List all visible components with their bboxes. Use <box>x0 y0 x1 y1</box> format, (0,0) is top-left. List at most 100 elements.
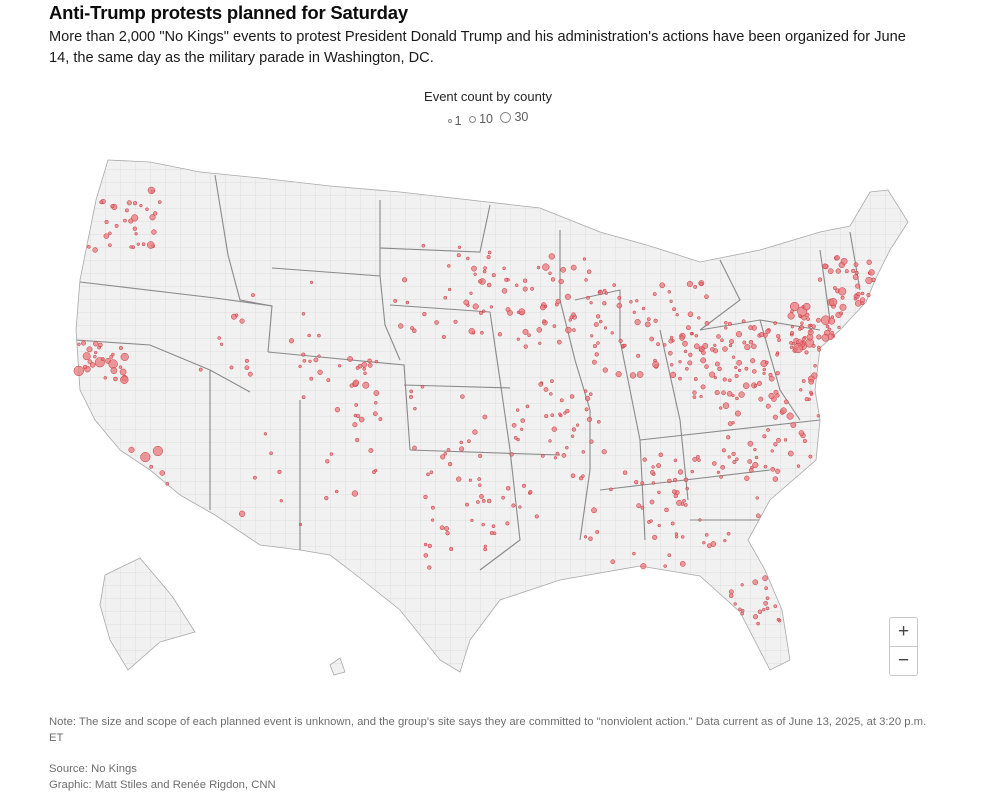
event-dot[interactable] <box>837 325 841 330</box>
event-dot[interactable] <box>656 342 661 347</box>
event-dot[interactable] <box>609 487 613 492</box>
event-dot[interactable] <box>802 438 807 444</box>
event-dot[interactable] <box>692 390 697 395</box>
event-dot[interactable] <box>709 371 716 378</box>
event-dot[interactable] <box>789 345 794 350</box>
event-dot[interactable] <box>518 505 522 509</box>
event-dot[interactable] <box>806 317 810 321</box>
event-dot[interactable] <box>617 295 622 300</box>
event-dot[interactable] <box>469 291 473 295</box>
event-dot[interactable] <box>868 269 875 276</box>
event-dot[interactable] <box>548 439 552 443</box>
event-dot[interactable] <box>536 265 541 270</box>
event-dot[interactable] <box>522 278 528 283</box>
event-dot[interactable] <box>667 553 672 558</box>
event-dot[interactable] <box>349 383 354 388</box>
event-dot[interactable] <box>555 298 561 304</box>
event-dot[interactable] <box>752 614 759 620</box>
event-dot[interactable] <box>667 350 673 356</box>
event-dot[interactable] <box>549 379 554 384</box>
event-dot[interactable] <box>832 286 837 291</box>
event-dot[interactable] <box>798 430 805 436</box>
event-dot[interactable] <box>860 291 865 296</box>
event-dot[interactable] <box>466 256 470 261</box>
event-dot[interactable] <box>602 301 607 306</box>
event-dot[interactable] <box>301 395 306 400</box>
event-dot[interactable] <box>678 376 682 381</box>
event-dot[interactable] <box>93 354 97 359</box>
event-dot[interactable] <box>427 543 432 549</box>
event-dot[interactable] <box>443 452 448 456</box>
event-dot[interactable] <box>669 335 674 340</box>
event-dot[interactable] <box>757 609 763 615</box>
event-dot[interactable] <box>704 294 709 300</box>
event-dot[interactable] <box>686 280 693 288</box>
event-dot[interactable] <box>467 439 471 444</box>
event-dot[interactable] <box>790 309 794 314</box>
event-dot[interactable] <box>486 255 491 260</box>
event-dot[interactable] <box>361 361 368 368</box>
event-dot[interactable] <box>457 245 462 249</box>
event-dot[interactable] <box>674 532 679 536</box>
event-dot[interactable] <box>775 371 780 376</box>
event-dot[interactable] <box>678 360 682 364</box>
event-dot[interactable] <box>542 319 547 324</box>
event-dot[interactable] <box>748 325 753 330</box>
event-dot[interactable] <box>733 602 737 606</box>
event-dot[interactable] <box>853 262 859 267</box>
event-dot[interactable] <box>483 266 487 270</box>
event-dot[interactable] <box>552 324 557 328</box>
event-dot[interactable] <box>756 380 763 386</box>
event-dot[interactable] <box>591 359 597 365</box>
event-dot[interactable] <box>247 371 253 377</box>
event-dot[interactable] <box>669 371 677 379</box>
event-dot[interactable] <box>134 232 138 236</box>
event-dot[interactable] <box>731 421 735 425</box>
event-dot[interactable] <box>634 480 639 485</box>
event-dot[interactable] <box>674 534 679 539</box>
event-dot[interactable] <box>555 451 560 456</box>
event-dot[interactable] <box>92 247 98 253</box>
event-dot[interactable] <box>553 456 558 460</box>
event-dot[interactable] <box>588 536 593 541</box>
event-dot[interactable] <box>699 281 704 287</box>
event-dot[interactable] <box>851 268 856 274</box>
event-dot[interactable] <box>497 332 503 337</box>
event-dot[interactable] <box>685 486 689 491</box>
event-dot[interactable] <box>789 341 793 345</box>
event-dot[interactable] <box>423 553 429 558</box>
event-dot[interactable] <box>409 389 414 394</box>
event-dot[interactable] <box>570 473 576 478</box>
event-dot[interactable] <box>334 407 341 413</box>
event-dot[interactable] <box>635 299 639 303</box>
event-dot[interactable] <box>263 432 268 436</box>
event-dot[interactable] <box>502 266 506 271</box>
event-dot[interactable] <box>591 507 597 514</box>
event-dot[interactable] <box>776 437 781 443</box>
event-dot[interactable] <box>732 459 737 465</box>
event-dot[interactable] <box>586 295 590 300</box>
event-dot[interactable] <box>615 371 622 378</box>
event-dot[interactable] <box>727 455 731 459</box>
event-dot[interactable] <box>477 477 482 481</box>
event-dot[interactable] <box>828 317 836 325</box>
event-dot[interactable] <box>131 214 139 222</box>
event-dot[interactable] <box>677 469 684 475</box>
event-dot[interactable] <box>468 478 473 482</box>
event-dot[interactable] <box>244 358 249 363</box>
event-dot[interactable] <box>790 325 795 329</box>
event-dot[interactable] <box>738 607 742 612</box>
event-dot[interactable] <box>805 312 810 317</box>
event-dot[interactable] <box>363 371 367 376</box>
event-dot[interactable] <box>358 416 365 423</box>
event-dot[interactable] <box>511 422 517 428</box>
event-dot[interactable] <box>317 333 321 338</box>
event-dot[interactable] <box>478 279 483 284</box>
event-dot[interactable] <box>153 211 158 216</box>
event-dot[interactable] <box>550 277 556 282</box>
event-dot[interactable] <box>752 461 759 469</box>
event-dot[interactable] <box>807 324 812 328</box>
event-dot[interactable] <box>765 403 771 409</box>
event-dot[interactable] <box>147 241 155 249</box>
event-dot[interactable] <box>476 500 480 504</box>
